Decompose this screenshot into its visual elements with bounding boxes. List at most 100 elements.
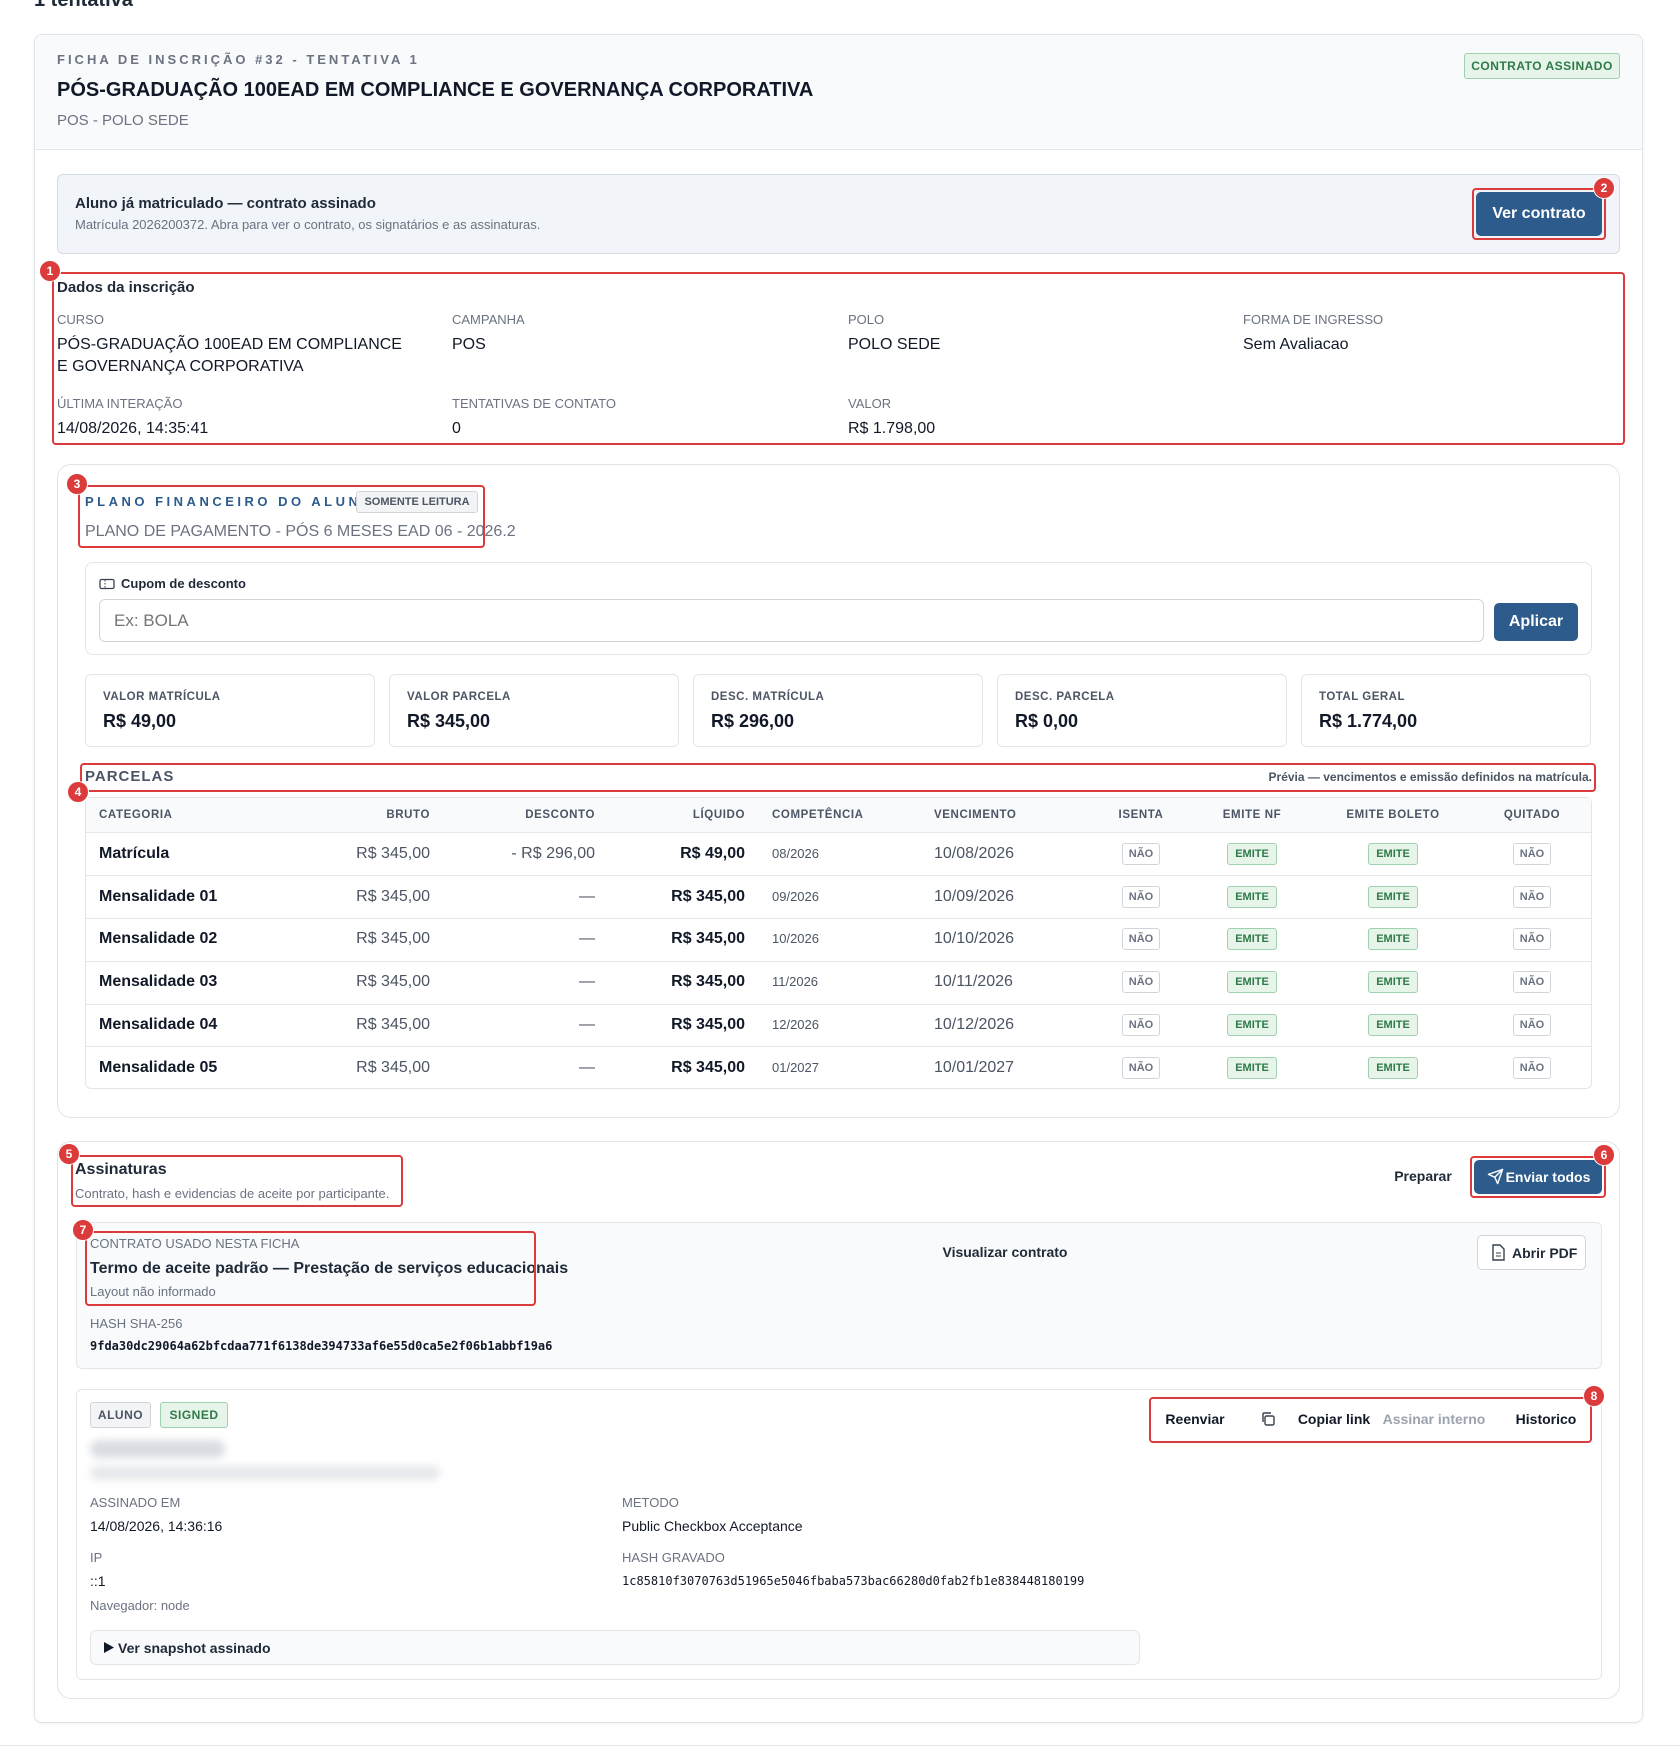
pill-text: EMITE xyxy=(1235,1018,1269,1031)
field-value: 14/08/2026, 14:35:41 xyxy=(57,420,209,437)
summary-card xyxy=(997,674,1287,747)
field-label: POLO xyxy=(848,312,885,327)
plan-title: PLANO FINANCEIRO DO ALUNO xyxy=(85,494,375,509)
cell: — xyxy=(579,1058,595,1076)
column-header: EMITE NF xyxy=(1222,809,1282,821)
pill-no xyxy=(1513,928,1551,951)
pill-text: NÃO xyxy=(1128,890,1154,903)
apply-button[interactable] xyxy=(1494,603,1578,641)
bottom-divider xyxy=(0,1745,1680,1746)
pdf-icon xyxy=(1491,1244,1509,1262)
pill-yes xyxy=(1368,1056,1418,1079)
pill-text: EMITE xyxy=(1235,933,1269,946)
row-divider xyxy=(86,1046,1591,1048)
column-header: COMPETÊNCIA xyxy=(772,809,864,821)
field-label: CAMPANHA xyxy=(452,312,525,327)
field-label: VALOR xyxy=(848,396,892,411)
field-value: POLO SEDE xyxy=(848,336,941,353)
plan-card xyxy=(57,464,1620,1118)
cell: — xyxy=(579,973,595,991)
summary-card xyxy=(85,674,375,747)
cell: R$ 345,00 xyxy=(671,930,745,948)
copy-icon xyxy=(1260,1411,1278,1429)
cell: R$ 345,00 xyxy=(356,1058,430,1076)
cell: 09/2026 xyxy=(772,888,819,904)
row-divider xyxy=(86,1003,1591,1005)
cell: 01/2027 xyxy=(772,1059,819,1075)
field-label: FORMA DE INGRESSO xyxy=(1243,312,1384,327)
cell: R$ 345,00 xyxy=(671,1058,745,1076)
signer-action[interactable]: Reenviar xyxy=(1165,1411,1225,1427)
cell: R$ 345,00 xyxy=(356,1015,430,1033)
cell: 10/01/2027 xyxy=(934,1058,1015,1076)
pill-no xyxy=(1122,885,1160,908)
table-header xyxy=(86,798,1591,833)
pill-yes xyxy=(1227,843,1277,865)
coupon-label: Cupom de desconto xyxy=(121,576,246,591)
annotation-number: 6 xyxy=(1600,1148,1608,1162)
field-value: ::1 xyxy=(90,1573,106,1589)
view-contract-button[interactable] xyxy=(1476,192,1602,236)
cell: 10/09/2026 xyxy=(934,887,1015,905)
pill-text: NÃO xyxy=(1519,848,1545,860)
view-contract-link[interactable]: Visualizar contrato xyxy=(942,1244,1068,1260)
button-label[interactable]: Enviar todos xyxy=(1505,1169,1591,1185)
pill-text: NÃO xyxy=(1519,1061,1545,1074)
prepare-button[interactable]: Preparar xyxy=(1394,1168,1452,1184)
page-heading: 1 tentativa xyxy=(34,0,133,11)
summary-card xyxy=(693,674,983,747)
pill-no xyxy=(1513,885,1551,908)
disclosure-triangle xyxy=(104,1642,114,1653)
signatures-card xyxy=(57,1141,1620,1699)
summary-label: VALOR PARCELA xyxy=(407,691,511,703)
pill-text: EMITE xyxy=(1376,1018,1410,1031)
role-badge xyxy=(90,1402,151,1428)
signer-action[interactable]: Assinar interno xyxy=(1382,1411,1486,1427)
cell: Mensalidade 05 xyxy=(99,1058,218,1076)
cell: R$ 345,00 xyxy=(671,887,745,905)
notice xyxy=(57,174,1620,254)
coupon-icon xyxy=(99,576,117,594)
hash-value: 9fda30dc29064a62bfcdaa771f6138de394733af… xyxy=(90,1339,553,1353)
annotation-number: 8 xyxy=(1590,1389,1598,1403)
summary-value: R$ 345,00 xyxy=(407,711,491,731)
cell: Mensalidade 02 xyxy=(99,930,218,948)
pill-yes xyxy=(1227,1056,1277,1079)
button-label[interactable]: Abrir PDF xyxy=(1512,1245,1578,1261)
send-icon xyxy=(1487,1168,1505,1186)
column-header: LÍQUIDO xyxy=(692,809,745,821)
highlight-box xyxy=(1472,188,1606,240)
pill-text: EMITE xyxy=(1376,848,1410,860)
coupon-input[interactable] xyxy=(99,599,1484,642)
cell: — xyxy=(579,930,595,948)
cell: 10/2026 xyxy=(772,931,819,947)
notice-text: Matrícula 2026200372. Abra para ver o co… xyxy=(75,217,541,232)
cell: R$ 345,00 xyxy=(356,930,430,948)
summary-value: R$ 296,00 xyxy=(711,711,795,731)
contract-layout: Layout não informado xyxy=(90,1284,216,1299)
section-subtitle: Contrato, hash e evidencias de aceite po… xyxy=(75,1186,390,1201)
signer-action[interactable]: Historico xyxy=(1515,1411,1577,1427)
summary-value: R$ 49,00 xyxy=(103,711,177,731)
field-value: 1c85810f3070763d51965e5046fbaba573bac662… xyxy=(622,1574,1085,1588)
cell: R$ 49,00 xyxy=(680,845,745,862)
summary-label: VALOR MATRÍCULA xyxy=(103,691,221,703)
button-label[interactable]: Aplicar xyxy=(1508,613,1564,630)
snapshot-label[interactable]: Ver snapshot assinado xyxy=(118,1640,271,1656)
pdf-button[interactable] xyxy=(1477,1235,1586,1270)
row-divider xyxy=(86,875,1591,877)
annotation-badge xyxy=(66,473,88,495)
annotation-number: 1 xyxy=(46,264,54,278)
highlight-box xyxy=(71,1155,403,1207)
signer-action[interactable]: Copiar link xyxy=(1297,1411,1371,1427)
summary-value: R$ 0,00 xyxy=(1015,711,1079,731)
summary-label: TOTAL GERAL xyxy=(1319,691,1405,703)
summary-label: DESC. MATRÍCULA xyxy=(711,691,825,703)
pill-text: NÃO xyxy=(1519,890,1545,903)
field-value: R$ 1.798,00 xyxy=(848,420,936,437)
button-label[interactable]: Ver contrato xyxy=(1492,205,1586,222)
snapshot-toggle[interactable] xyxy=(90,1630,1140,1665)
cell: R$ 345,00 xyxy=(356,973,430,991)
cell: - R$ 296,00 xyxy=(511,845,595,862)
column-header: VENCIMENTO xyxy=(934,809,1017,821)
